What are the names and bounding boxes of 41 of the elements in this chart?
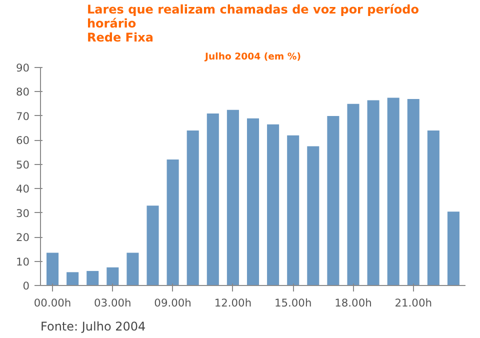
bar [126,252,139,286]
bar [86,270,99,286]
x-tick-label: 00.00h [34,296,72,310]
y-tick-label: 40 [16,182,30,196]
x-tick-label: 03.00h [94,296,132,310]
x-tick-label: 12.00h [214,296,252,310]
y-tick-label: 70 [16,110,30,123]
bar [166,160,179,286]
y-tick-label: 10 [16,255,30,268]
bar [347,104,360,286]
y-tick-label: 30 [16,206,30,220]
y-tick-label: 90 [16,62,30,74]
bar [447,212,460,286]
source-note: Fonte: Julho 2004 [40,320,146,334]
bar [367,100,380,286]
x-tick-label: 18.00h [334,296,372,310]
bar [267,124,280,286]
bar [246,118,260,286]
x-tick-label: 15.00h [274,296,312,310]
bar [146,206,159,286]
chart-title: Lares que realizam chamadas de voz por período horário Rede Fixa [87,2,419,44]
chart-subtitle: Julho 2004 (em %) [204,52,301,62]
x-tick-label: 21.00h [394,296,432,310]
y-tick-label: 60 [16,134,30,148]
bar [307,146,320,286]
bar [66,272,79,286]
bar [387,98,400,286]
bar [407,98,420,286]
bar [327,116,340,286]
bar [226,110,239,286]
bar [186,130,199,286]
y-tick-label: 0 [22,280,30,292]
bar [46,252,59,286]
bar [206,114,219,286]
x-tick-label: 09.00h [154,296,192,310]
y-tick-label: 50 [16,158,30,172]
y-tick-label: 20 [16,231,30,244]
bar [287,135,300,286]
bar [427,130,440,286]
bar [106,267,119,286]
y-tick-label: 80 [16,86,30,99]
